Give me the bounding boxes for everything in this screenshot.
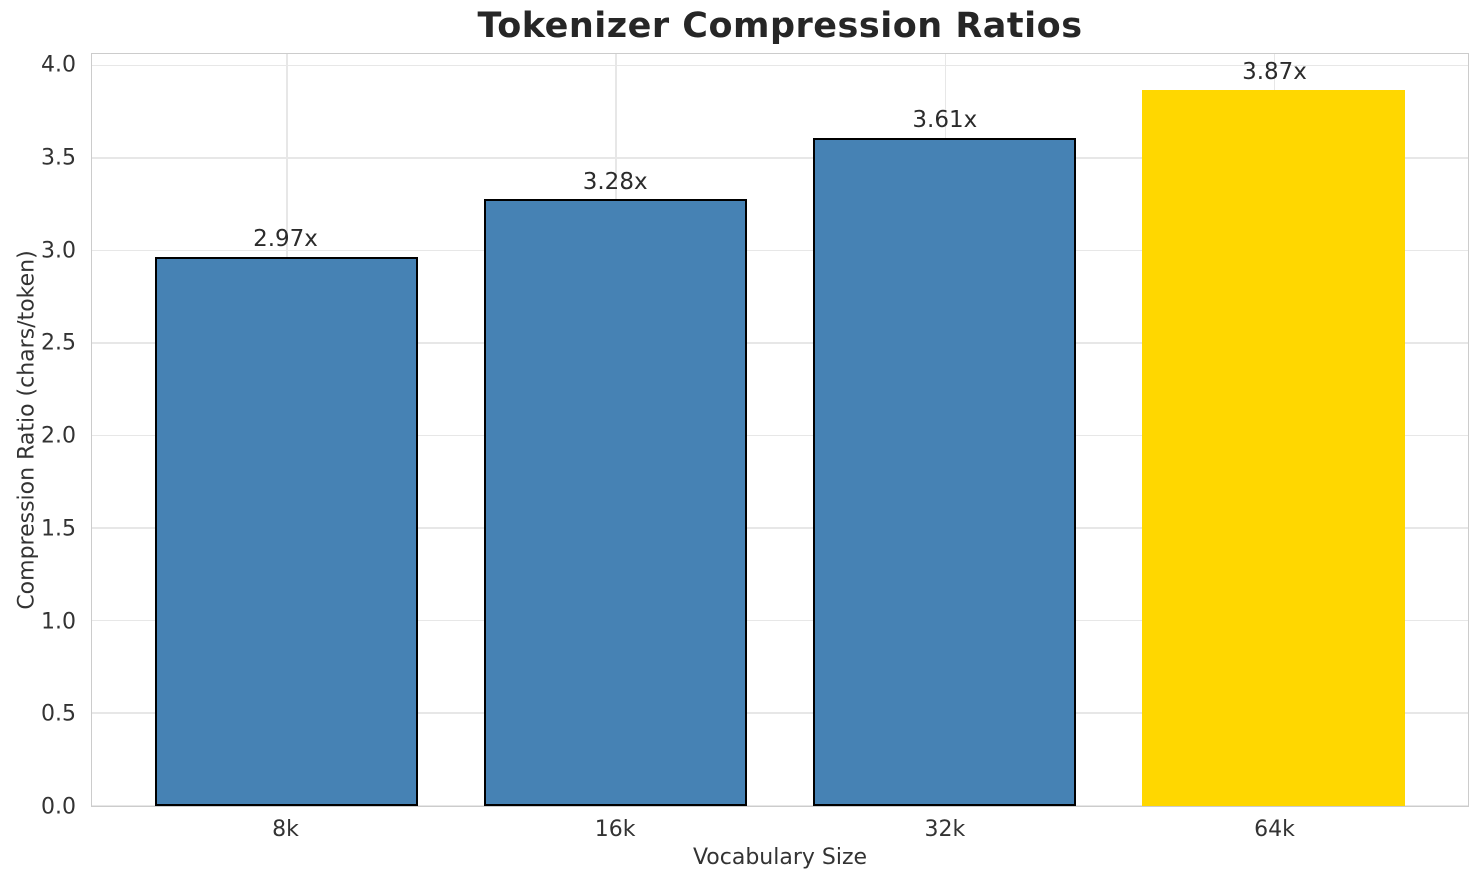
bar-value-label: 2.97x	[253, 226, 318, 253]
h-gridline	[92, 342, 1468, 344]
y-tick-label: 2.0	[41, 423, 76, 449]
y-tick-label: 0.5	[41, 701, 76, 727]
y-tick-label: 2.5	[41, 330, 76, 356]
bar-value-label: 3.28x	[582, 168, 648, 195]
y-tick-label: 3.5	[41, 145, 76, 171]
x-axis-label: Vocabulary Size	[692, 845, 868, 870]
x-tick-label: 32k	[924, 817, 966, 842]
x-tick-label: 8k	[272, 817, 299, 842]
h-gridline	[92, 249, 1468, 252]
h-gridline	[92, 527, 1468, 529]
h-gridline	[92, 619, 1468, 622]
h-gridline	[92, 804, 1468, 806]
y-tick-label: 4.0	[41, 52, 76, 78]
bar-value-label: 3.87x	[1242, 59, 1307, 86]
y-tick-label: 0.0	[41, 794, 76, 820]
chart-title: Tokenizer Compression Ratios	[477, 6, 1083, 46]
bar-16k	[483, 199, 748, 806]
h-gridline	[92, 157, 1468, 159]
bar-64k	[1142, 90, 1406, 806]
y-tick-label: 3.0	[41, 238, 76, 264]
h-gridline	[92, 64, 1468, 67]
x-tick-label: 64k	[1254, 817, 1295, 842]
plot-area	[91, 53, 1469, 807]
y-tick-label: 1.5	[41, 516, 76, 542]
h-gridline	[92, 434, 1468, 437]
h-gridline	[92, 712, 1468, 714]
y-tick-label: 1.0	[41, 609, 76, 634]
bar-value-label: 3.61x	[912, 107, 978, 134]
bar-8k	[154, 256, 418, 806]
x-tick-label: 16k	[594, 817, 636, 842]
bar-32k	[812, 138, 1077, 806]
